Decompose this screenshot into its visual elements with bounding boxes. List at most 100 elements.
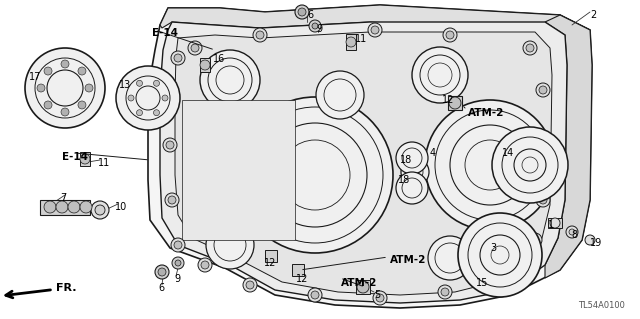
Circle shape xyxy=(311,291,319,299)
Text: E-14: E-14 xyxy=(62,152,88,162)
Text: 12: 12 xyxy=(442,95,454,105)
Circle shape xyxy=(316,71,364,119)
Circle shape xyxy=(526,44,534,52)
Circle shape xyxy=(61,60,69,68)
Circle shape xyxy=(166,141,174,149)
Circle shape xyxy=(312,23,318,29)
Polygon shape xyxy=(40,200,90,215)
Circle shape xyxy=(80,201,92,213)
Circle shape xyxy=(425,100,555,230)
Circle shape xyxy=(368,23,382,37)
Text: ATM-2: ATM-2 xyxy=(341,278,378,288)
Circle shape xyxy=(198,258,212,272)
Text: 11: 11 xyxy=(98,158,110,168)
Circle shape xyxy=(91,201,109,219)
Circle shape xyxy=(80,154,90,164)
Text: ATM-2: ATM-2 xyxy=(468,108,504,118)
Circle shape xyxy=(401,158,429,186)
Circle shape xyxy=(253,28,267,42)
Circle shape xyxy=(172,257,184,269)
Text: FR.: FR. xyxy=(6,283,77,298)
Circle shape xyxy=(585,235,595,245)
Text: 5: 5 xyxy=(374,290,380,300)
Circle shape xyxy=(443,28,457,42)
Circle shape xyxy=(237,97,393,253)
Text: 18: 18 xyxy=(398,175,410,185)
Circle shape xyxy=(78,101,86,109)
Circle shape xyxy=(569,229,575,235)
Circle shape xyxy=(155,265,169,279)
Circle shape xyxy=(56,201,68,213)
Circle shape xyxy=(175,260,181,266)
Circle shape xyxy=(357,281,369,293)
Circle shape xyxy=(246,281,254,289)
Circle shape xyxy=(78,67,86,75)
Text: 17: 17 xyxy=(29,72,42,82)
Circle shape xyxy=(243,278,257,292)
Circle shape xyxy=(428,236,472,280)
Circle shape xyxy=(154,80,159,86)
Circle shape xyxy=(44,201,56,213)
Text: 7: 7 xyxy=(60,193,67,203)
Circle shape xyxy=(412,47,468,103)
Circle shape xyxy=(346,37,356,47)
Text: 12: 12 xyxy=(264,258,276,268)
Text: ATM-2: ATM-2 xyxy=(390,255,426,265)
Circle shape xyxy=(154,110,159,116)
Circle shape xyxy=(536,193,550,207)
Circle shape xyxy=(44,101,52,109)
Polygon shape xyxy=(160,5,590,38)
Circle shape xyxy=(501,274,509,282)
Circle shape xyxy=(541,136,549,144)
Circle shape xyxy=(498,271,512,285)
Polygon shape xyxy=(356,280,370,294)
Polygon shape xyxy=(200,58,210,72)
Circle shape xyxy=(538,133,552,147)
Circle shape xyxy=(171,51,185,65)
Circle shape xyxy=(168,91,176,99)
Polygon shape xyxy=(545,15,592,278)
Circle shape xyxy=(25,48,105,128)
Circle shape xyxy=(116,66,180,130)
Polygon shape xyxy=(292,264,304,276)
Circle shape xyxy=(201,261,209,269)
Polygon shape xyxy=(160,22,567,303)
Circle shape xyxy=(174,54,182,62)
Circle shape xyxy=(158,268,166,276)
Polygon shape xyxy=(148,5,592,308)
Circle shape xyxy=(309,20,321,32)
Circle shape xyxy=(136,80,143,86)
Text: 9: 9 xyxy=(316,24,322,34)
Polygon shape xyxy=(175,32,552,295)
Circle shape xyxy=(550,218,560,228)
Circle shape xyxy=(371,26,379,34)
Text: 18: 18 xyxy=(400,155,412,165)
Circle shape xyxy=(168,196,176,204)
Text: 16: 16 xyxy=(213,54,225,64)
Text: 8: 8 xyxy=(571,230,577,240)
Polygon shape xyxy=(448,96,462,110)
Text: 6: 6 xyxy=(307,10,313,20)
Circle shape xyxy=(376,294,384,302)
Circle shape xyxy=(396,172,428,204)
Circle shape xyxy=(44,67,52,75)
Circle shape xyxy=(295,5,309,19)
Circle shape xyxy=(162,95,168,101)
Text: 10: 10 xyxy=(115,202,127,212)
Circle shape xyxy=(373,291,387,305)
Circle shape xyxy=(188,41,202,55)
Circle shape xyxy=(136,110,143,116)
Circle shape xyxy=(206,221,254,269)
Circle shape xyxy=(298,8,306,16)
Text: 6: 6 xyxy=(158,283,164,293)
Circle shape xyxy=(200,50,260,110)
Polygon shape xyxy=(182,100,295,240)
Polygon shape xyxy=(346,34,356,50)
Circle shape xyxy=(95,205,105,215)
Text: E-14: E-14 xyxy=(152,28,178,38)
Circle shape xyxy=(523,41,537,55)
Circle shape xyxy=(68,201,80,213)
Text: 15: 15 xyxy=(476,278,488,288)
Circle shape xyxy=(61,108,69,116)
Text: 9: 9 xyxy=(174,274,180,284)
